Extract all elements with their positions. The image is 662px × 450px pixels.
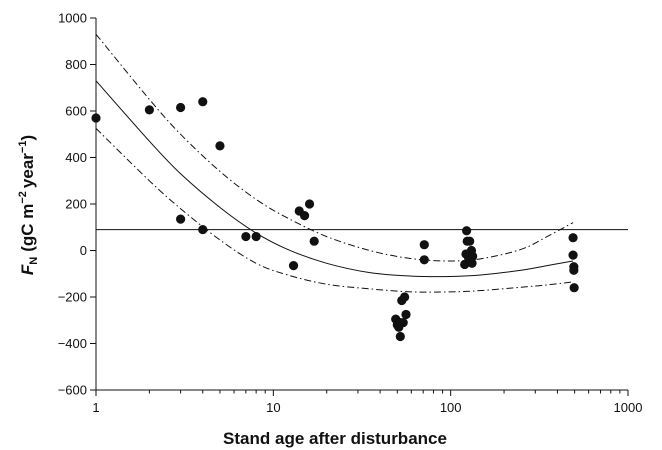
data-point <box>176 102 186 113</box>
upper-confidence-band <box>95 33 574 262</box>
y-axis-symbol: F <box>18 264 37 275</box>
y-tick-label: 800 <box>65 57 87 72</box>
x-axis-ticks: 1 10 100 1000 <box>92 390 642 415</box>
x-tick-label: 1000 <box>614 400 643 415</box>
data-point <box>400 292 410 302</box>
fit-curve <box>95 80 574 278</box>
data-points <box>91 97 579 342</box>
y-axis-unit-middle: year <box>18 153 37 188</box>
data-point <box>198 97 208 107</box>
y-tick-label: 1000 <box>58 11 87 26</box>
y-axis-title: FN (gC m−2 year−1) <box>17 135 40 275</box>
data-point <box>198 224 208 235</box>
y-tick-label: −200 <box>58 290 87 305</box>
data-point <box>309 236 319 246</box>
y-axis-unit-exp2: −1 <box>17 141 29 154</box>
x-tick-label: 1 <box>92 400 99 415</box>
y-tick-label: 200 <box>65 197 87 212</box>
data-point <box>241 231 251 242</box>
data-point <box>460 259 470 270</box>
data-point <box>465 236 475 246</box>
data-point <box>568 233 578 243</box>
data-point <box>568 250 578 260</box>
data-point <box>419 255 429 265</box>
data-point <box>467 258 477 268</box>
data-point <box>401 309 411 320</box>
plot-frame <box>95 18 628 391</box>
data-point <box>288 261 299 271</box>
data-point <box>398 317 408 328</box>
data-point <box>299 211 310 221</box>
data-point <box>569 265 579 275</box>
data-point <box>569 283 579 293</box>
y-tick-label: −400 <box>58 336 87 351</box>
y-tick-label: −600 <box>58 383 87 398</box>
lower-confidence-band <box>95 128 574 293</box>
y-axis-unit-exp1: −2 <box>17 191 29 204</box>
data-point <box>91 113 101 123</box>
data-point <box>395 331 405 342</box>
data-point <box>462 226 472 236</box>
data-point <box>419 240 429 250</box>
x-tick-label: 10 <box>266 400 280 415</box>
data-point <box>144 105 154 115</box>
data-point <box>176 214 186 224</box>
x-tick-label: 100 <box>440 400 462 415</box>
y-tick-label: 400 <box>65 150 87 165</box>
data-point <box>251 231 261 242</box>
y-tick-label: 600 <box>65 104 87 119</box>
y-axis-unit-suffix: ) <box>18 135 37 141</box>
data-point <box>215 141 225 151</box>
data-point <box>304 199 315 209</box>
data-point <box>468 251 478 261</box>
x-axis-title: Stand age after disturbance <box>223 429 447 448</box>
y-axis-ticks: −600 −400 −200 0 200 400 600 800 1000 <box>58 11 96 398</box>
y-axis-unit-prefix: (gC m <box>18 204 37 252</box>
y-axis-subscript: N <box>28 257 40 265</box>
y-tick-label: 0 <box>80 243 87 258</box>
